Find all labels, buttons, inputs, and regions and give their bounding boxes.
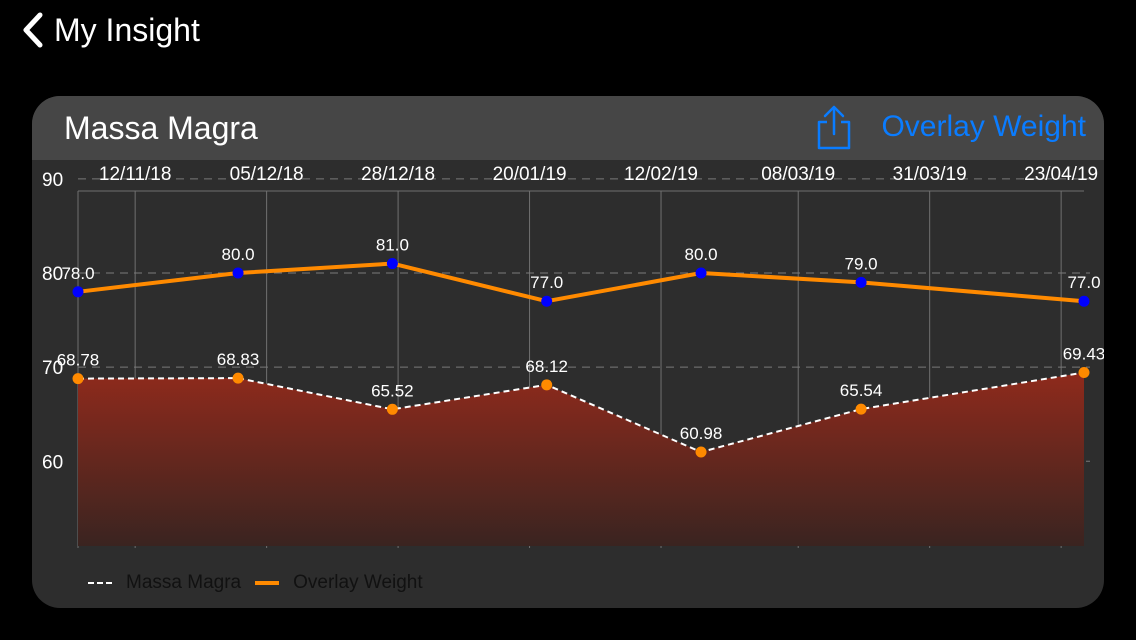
y-tick-label: 70 [42, 358, 63, 379]
massa-magra-area [78, 372, 1084, 546]
x-tick-label: 20/01/19 [493, 164, 567, 185]
y-tick-label: 80 [42, 264, 63, 285]
massa-magra-data-label: 68.78 [57, 351, 100, 370]
x-tick-label: 28/12/18 [361, 164, 435, 185]
massa-magra-point [1078, 366, 1090, 378]
massa-magra-data-label: 65.54 [840, 381, 883, 400]
x-tick-label: 12/11/18 [99, 164, 172, 185]
card-header: Massa Magra Overlay Weight [32, 96, 1104, 160]
y-tick-label: 90 [42, 170, 63, 191]
nav-title: My Insight [54, 11, 200, 48]
legend-label-massa-magra: Massa Magra [126, 572, 242, 593]
massa-magra-point [855, 403, 867, 415]
overlay-weight-data-label: 77.0 [530, 273, 563, 292]
legend-item-overlay-weight: Overlay Weight [255, 572, 423, 594]
x-tick-label: 08/03/19 [761, 164, 835, 185]
massa-magra-data-label: 65.52 [371, 381, 414, 400]
chart-plot: 68.78 68.8365.5268.1260.9865.5469.4378.08… [42, 164, 1104, 548]
massa-magra-point [386, 403, 398, 415]
overlay-weight-data-label: 79.0 [845, 254, 878, 273]
massa-magra-data-label: 69.43 [1063, 344, 1104, 363]
massa-magra-point [232, 372, 244, 384]
massa-magra-data-label: 68.83 [217, 350, 260, 369]
y-tick-label: 60 [42, 452, 63, 473]
legend-label-overlay-weight: Overlay Weight [293, 572, 423, 593]
massa-magra-point [541, 379, 553, 391]
overlay-weight-button[interactable]: Overlay Weight [881, 110, 1086, 143]
overlay-weight-point [232, 267, 244, 279]
legend-swatch-dashed [88, 582, 112, 584]
massa-magra-point [695, 446, 707, 458]
overlay-weight-data-label: 80.0 [221, 245, 254, 264]
overlay-weight-data-label: 81.0 [376, 236, 409, 255]
chevron-left-icon [23, 12, 43, 48]
overlay-weight-line [77, 261, 1085, 304]
legend-swatch-solid [255, 581, 280, 585]
overlay-weight-data-label: 78.0 [61, 264, 94, 283]
back-button[interactable]: My Insight [22, 10, 200, 50]
legend-item-massa-magra: Massa Magra [88, 572, 241, 594]
overlay-weight-data-label: 80.0 [684, 245, 717, 264]
x-tick-label: 12/02/19 [624, 164, 698, 185]
overlay-weight-point [72, 286, 84, 298]
chart-legend: Massa Magra Overlay Weight [88, 572, 437, 594]
massa-magra-data-label: 68.12 [525, 357, 568, 376]
overlay-weight-point [855, 276, 867, 288]
overlay-weight-data-label: 77.0 [1067, 273, 1100, 292]
x-tick-label: 23/04/19 [1024, 164, 1098, 185]
share-button[interactable] [812, 104, 856, 152]
overlay-weight-point [386, 258, 398, 270]
card-title: Massa Magra [64, 110, 258, 146]
overlay-weight-point [1078, 295, 1090, 307]
chart-card: Massa Magra Overlay Weight 68.78 68.83 65.… [32, 96, 1104, 608]
massa-magra-data-label: 60.98 [680, 424, 723, 443]
overlay-weight-point [695, 267, 707, 279]
overlay-weight-point [541, 295, 553, 307]
x-tick-label: 31/03/19 [893, 164, 967, 185]
massa-magra-point [72, 373, 84, 385]
x-tick-label: 05/12/18 [230, 164, 304, 185]
share-icon [817, 105, 851, 150]
